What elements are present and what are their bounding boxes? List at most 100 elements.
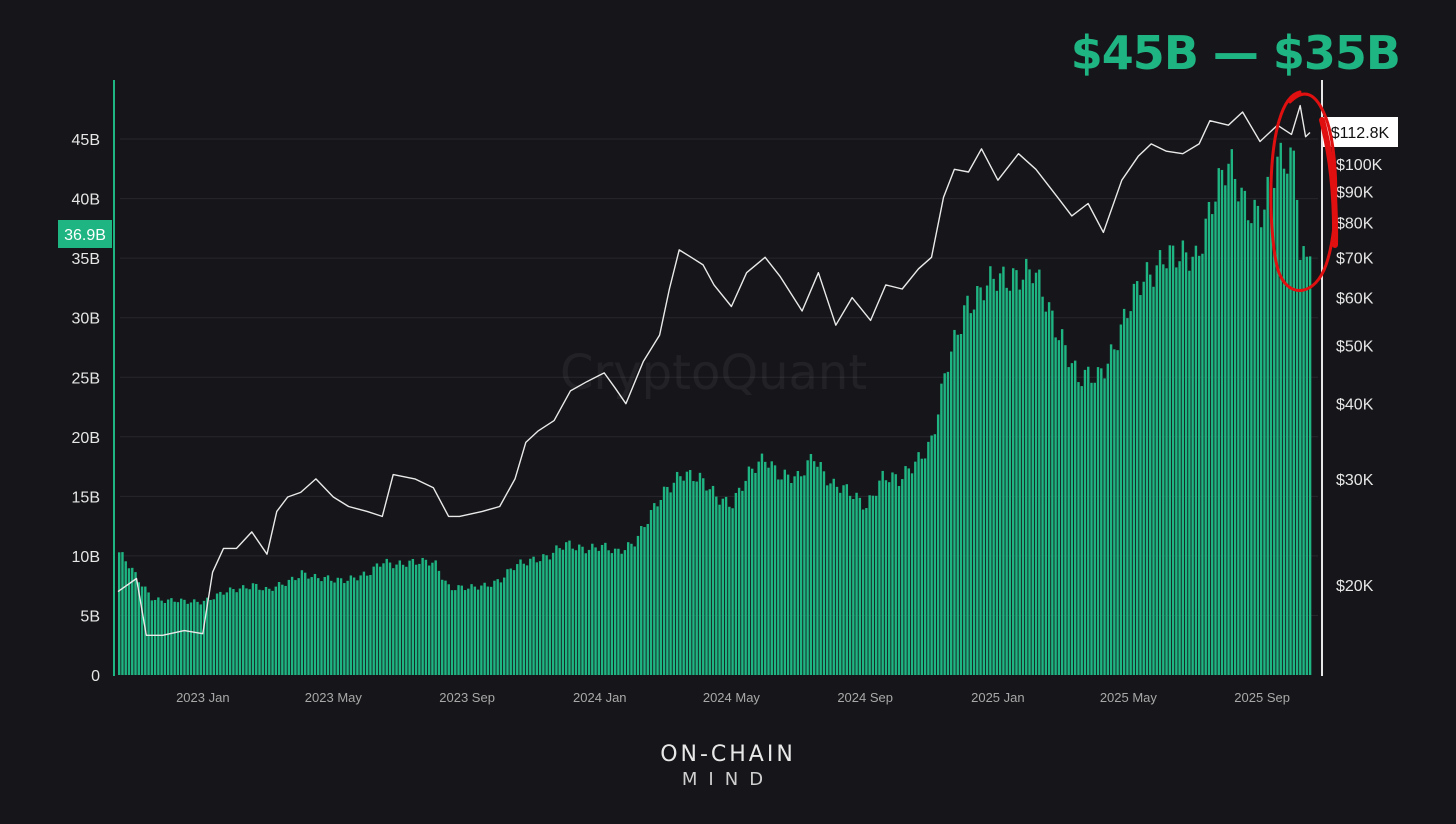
volume-bar [548, 559, 552, 675]
volume-bar [826, 485, 829, 675]
volume-bar [1168, 245, 1172, 675]
volume-bar [189, 602, 193, 675]
volume-bar [241, 585, 245, 675]
volume-bar [747, 466, 751, 675]
volume-bar [783, 469, 787, 675]
volume-bar [656, 506, 659, 675]
volume-bar [653, 503, 656, 675]
volume-bar [636, 535, 640, 675]
volume-bar [1109, 344, 1113, 675]
volume-bar [1103, 378, 1106, 675]
left-tick-label: 40B [72, 192, 100, 209]
volume-bar [796, 471, 800, 675]
volume-bar [1197, 255, 1201, 675]
volume-bar [258, 589, 261, 675]
volume-bar [179, 598, 183, 675]
volume-bar [754, 472, 757, 675]
volume-bar [1220, 169, 1224, 675]
volume-bar [822, 471, 826, 675]
volume-bar [871, 495, 875, 675]
volume-bar [1243, 190, 1247, 675]
volume-bar [1162, 264, 1165, 675]
volume-bar [300, 570, 304, 675]
volume-bar [878, 480, 881, 675]
volume-bar [688, 470, 692, 675]
right-tick-label: $60K [1336, 291, 1374, 308]
volume-bar [881, 470, 884, 675]
volume-bar [1116, 350, 1119, 675]
volume-bar [610, 553, 614, 675]
left-tick-label: 35B [72, 251, 100, 268]
volume-bar [1002, 266, 1005, 675]
volume-bar [914, 461, 917, 675]
volume-bar [894, 474, 897, 675]
volume-bar [1279, 142, 1282, 676]
left-tick-label: 15B [72, 489, 100, 506]
volume-bar [786, 474, 790, 675]
volume-bar [724, 496, 728, 675]
volume-bar [545, 555, 548, 675]
volume-bar [600, 544, 604, 675]
x-tick-label: 2025 Sep [1234, 690, 1290, 705]
volume-bar [666, 486, 669, 675]
volume-bar [1266, 176, 1269, 675]
volume-bar [868, 495, 871, 675]
volume-bar [777, 479, 780, 675]
volume-bar [297, 578, 300, 675]
volume-bar [551, 552, 555, 675]
volume-bar [193, 599, 196, 675]
volume-bar [659, 500, 663, 675]
volume-bar [467, 588, 470, 675]
volume-bar [832, 478, 835, 675]
volume-bar [414, 564, 418, 675]
volume-bar [803, 475, 806, 675]
volume-bar [150, 600, 154, 675]
volume-bar [617, 548, 620, 675]
volume-bar [646, 523, 649, 675]
price-line [117, 104, 1311, 636]
volume-bar [313, 573, 317, 675]
volume-bar [281, 584, 284, 675]
volume-bar [369, 574, 372, 675]
volume-bar [891, 472, 894, 675]
volume-bar [1259, 227, 1263, 675]
volume-bar [979, 287, 982, 675]
volume-bar [1282, 168, 1286, 675]
volume-bar [1122, 308, 1126, 675]
volume-bar [411, 558, 415, 675]
volume-bar [496, 579, 499, 675]
volume-bar [930, 435, 933, 675]
volume-bar [1018, 289, 1021, 675]
volume-bar [1276, 156, 1279, 675]
volume-bar [1214, 201, 1217, 675]
volume-bar [140, 586, 144, 675]
volume-bar [1113, 349, 1116, 675]
volume-bar [1129, 311, 1132, 675]
volume-bar [858, 497, 862, 675]
volume-bar [728, 506, 731, 675]
volume-bar [992, 278, 995, 675]
volume-bar [874, 495, 878, 675]
volume-bar [222, 594, 225, 675]
volume-bar [418, 563, 421, 675]
volume-bar [1286, 173, 1289, 675]
volume-bar [160, 600, 163, 675]
right-tick-label: $40K [1336, 397, 1374, 414]
volume-bar [437, 570, 441, 675]
volume-bar [401, 564, 405, 675]
volume-bar [1263, 209, 1266, 675]
volume-bar [1005, 287, 1008, 675]
volume-bar [339, 578, 343, 675]
volume-bar [454, 590, 457, 675]
volume-bar [1015, 270, 1018, 675]
volume-bar [343, 583, 346, 675]
volume-bar [620, 553, 623, 675]
volume-bar [153, 599, 157, 675]
volume-bar [352, 577, 356, 675]
right-tick-label: $50K [1336, 338, 1374, 355]
volume-bar [441, 579, 444, 675]
volume-bar [232, 589, 235, 675]
volume-bar [1250, 223, 1253, 675]
volume-bar [277, 582, 281, 675]
